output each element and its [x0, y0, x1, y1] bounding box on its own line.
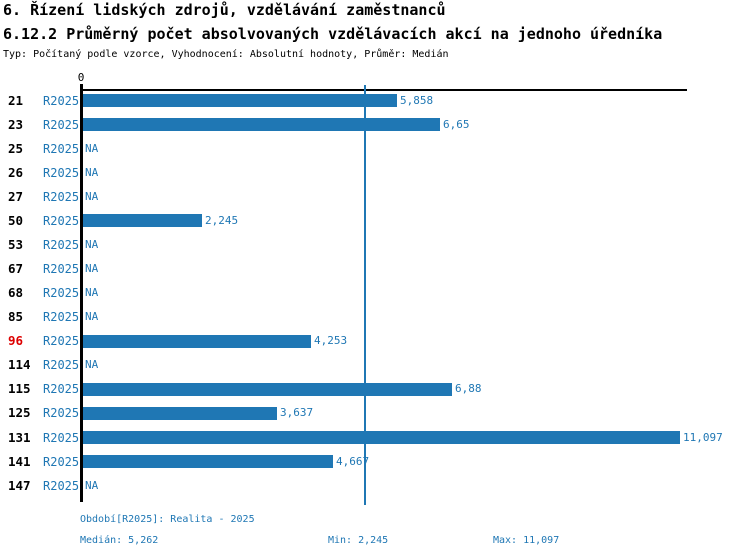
period-label: R2025: [43, 262, 80, 276]
median-stat: Medián: 5,262: [80, 535, 159, 546]
chart-row: 68 R2025 NA: [0, 281, 750, 305]
chart-row: 85 R2025 NA: [0, 305, 750, 329]
chart-row: 50 R2025 2,245: [0, 209, 750, 233]
value-label: 4,253: [314, 334, 348, 348]
value-label: NA: [85, 286, 99, 300]
org-number-label: 85: [8, 309, 24, 325]
value-label: NA: [85, 141, 99, 155]
chart-row: 23 R2025 6,65: [0, 113, 750, 137]
period-label: R2025: [43, 454, 80, 469]
period-label: R2025: [43, 310, 80, 325]
value-label: 4,667: [336, 454, 370, 468]
x-axis-origin-label: 0: [77, 71, 85, 84]
value-label: NA: [85, 262, 99, 275]
period-label: R2025: [43, 358, 80, 373]
indicator-meta-line: Typ: Počítaný podle vzorce, Vyhodnocení:…: [3, 49, 449, 60]
value-label: 3,637: [280, 406, 314, 420]
x-axis-line: [80, 89, 687, 91]
org-number-label: 114: [8, 357, 31, 373]
value-bar[interactable]: [83, 455, 333, 469]
period-label: R2025: [43, 478, 80, 493]
period-label: R2025: [43, 93, 80, 108]
value-label: NA: [85, 478, 99, 492]
indicator-title: 6.12.2 Průměrný počet absolvovaných vzdě…: [3, 25, 663, 43]
value-bar[interactable]: [83, 406, 277, 420]
period-label: R2025: [43, 334, 80, 349]
chart-row: 125 R2025 3,637: [0, 401, 750, 425]
value-label: 2,245: [205, 213, 239, 227]
max-stat: Max: 11,097: [493, 535, 560, 546]
period-label: R2025: [43, 237, 80, 252]
value-bar[interactable]: [83, 382, 452, 396]
value-label: 6,88: [455, 382, 482, 396]
period-label: R2025: [43, 430, 80, 445]
value-label: NA: [85, 310, 99, 324]
chart-row: 27 R2025 NA: [0, 185, 750, 209]
value-label: NA: [85, 189, 99, 203]
org-number-label: 50: [8, 212, 24, 228]
chart-row: 21 R2025 5,858: [0, 89, 750, 113]
value-label: 11,097: [683, 430, 723, 444]
period-label: R2025: [43, 189, 80, 204]
chart-row: 141 R2025 4,667: [0, 450, 750, 474]
value-bar[interactable]: [83, 334, 311, 348]
chart-row: 53 R2025 NA: [0, 233, 750, 257]
org-number-label: 147: [8, 477, 31, 493]
org-number-label: 68: [8, 285, 24, 301]
chart-row: 147 R2025 NA: [0, 474, 750, 498]
org-number-label: 115: [8, 381, 31, 397]
org-number-label: 23: [8, 116, 24, 132]
value-label: 6,65: [443, 117, 470, 131]
period-label: R2025: [43, 286, 80, 301]
value-label: NA: [85, 358, 99, 372]
org-number-label: 27: [8, 188, 24, 204]
value-label: 5,858: [400, 93, 434, 107]
org-number-label: 26: [8, 164, 24, 180]
org-number-label: 96: [8, 333, 24, 349]
org-number-label: 21: [8, 92, 24, 108]
period-legend: Období[R2025]: Realita - 2025: [80, 514, 255, 525]
org-number-label: 125: [8, 405, 31, 421]
period-label: R2025: [43, 165, 80, 180]
report-chapter-title: 6. Řízení lidských zdrojů, vzdělávání za…: [3, 1, 446, 19]
period-label: R2025: [43, 213, 80, 228]
chart-row: 96 R2025 4,253: [0, 329, 750, 353]
value-bar[interactable]: [83, 214, 202, 228]
min-stat: Min: 2,245: [328, 535, 389, 546]
period-label: R2025: [43, 406, 80, 421]
org-number-label: 131: [8, 429, 31, 445]
period-label: R2025: [43, 141, 80, 156]
period-label: R2025: [43, 382, 80, 397]
y-axis-line: [80, 84, 83, 502]
chart-row: 26 R2025 NA: [0, 161, 750, 185]
chart-row: 131 R2025 11,097: [0, 426, 750, 450]
value-label: NA: [85, 165, 99, 179]
value-bar[interactable]: [83, 118, 440, 132]
org-number-label: 25: [8, 140, 24, 156]
org-number-label: 67: [8, 261, 24, 276]
chart-row: 115 R2025 6,88: [0, 377, 750, 401]
chart-row: 67 R2025 NA: [0, 257, 750, 281]
value-bar[interactable]: [83, 94, 397, 107]
period-label: R2025: [43, 117, 80, 132]
median-reference-line: [363, 85, 366, 505]
value-bar[interactable]: [83, 431, 680, 444]
value-label: NA: [85, 237, 99, 251]
chart-row: 114 R2025 NA: [0, 353, 750, 377]
org-number-label: 53: [8, 236, 24, 252]
org-number-label: 141: [8, 453, 31, 469]
chart-row: 25 R2025 NA: [0, 137, 750, 161]
